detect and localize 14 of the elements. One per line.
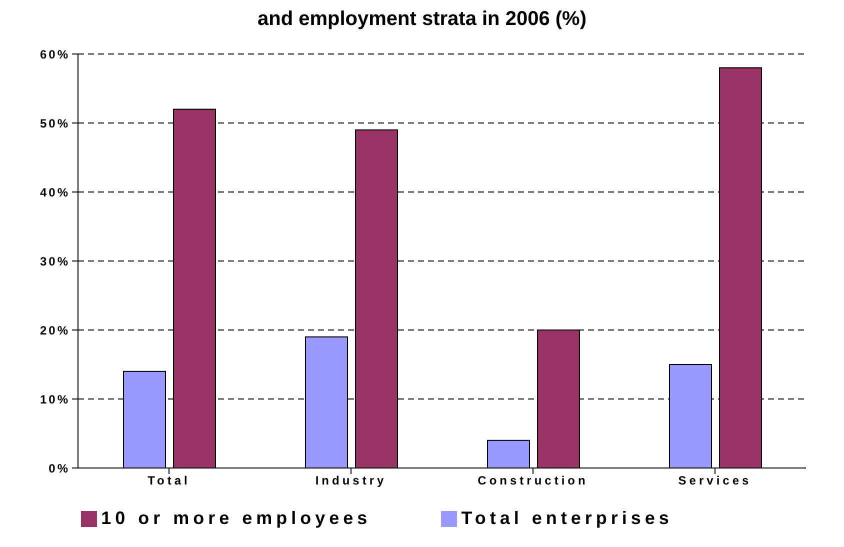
legend-label: Total enterprises: [461, 508, 673, 528]
y-tick-label: 50%: [40, 116, 70, 130]
x-tick-label: Total: [148, 474, 190, 488]
y-tick-label: 40%: [40, 185, 70, 200]
y-tick-label: 20%: [40, 323, 70, 338]
x-tick-label: Services: [678, 474, 752, 488]
y-tick-label: 60%: [40, 47, 70, 62]
legend-label: 10 or more employees: [101, 508, 372, 528]
y-tick-label: 0%: [48, 461, 70, 476]
x-tick-label: Industry: [315, 474, 387, 488]
x-tick-label: Construction: [478, 474, 588, 488]
chart-title: and employment strata in 2006 (%): [256, 8, 588, 32]
y-tick-label: 10%: [40, 392, 70, 406]
y-tick-label: 30%: [40, 254, 70, 268]
